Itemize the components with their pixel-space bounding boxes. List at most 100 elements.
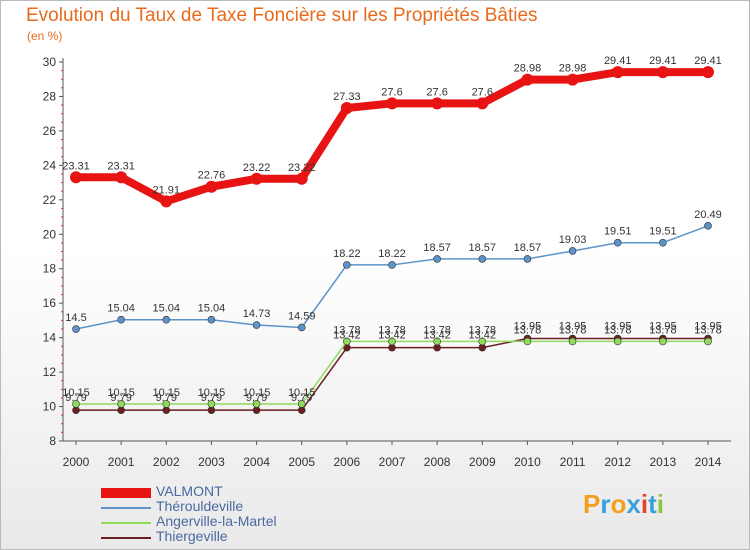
data-label-Thiergeville: 13.42 xyxy=(469,330,497,342)
data-label-Angerville-la-Martel: 13.78 xyxy=(604,324,632,336)
data-label-Thérouldeville: 19.51 xyxy=(604,226,632,238)
data-label-Thiergeville: 13.42 xyxy=(378,330,406,342)
data-point-Thérouldeville xyxy=(388,261,396,269)
data-label-Angerville-la-Martel: 13.78 xyxy=(469,324,497,336)
data-label-VALMONT: 28.98 xyxy=(514,63,542,75)
data-label-Angerville-la-Martel: 10.15 xyxy=(153,387,181,399)
data-label-Angerville-la-Martel: 13.78 xyxy=(694,324,722,336)
data-point-VALMONT xyxy=(656,66,669,79)
y-tick-label: 30 xyxy=(43,55,57,69)
data-label-Thiergeville: 13.95 xyxy=(694,320,722,332)
y-tick-label: 8 xyxy=(49,434,56,448)
y-tick-label: 18 xyxy=(43,262,57,276)
data-label-Thérouldeville: 18.22 xyxy=(378,248,406,260)
data-label-Thiergeville: 13.42 xyxy=(423,330,451,342)
y-tick-label: 22 xyxy=(43,193,57,207)
data-label-Angerville-la-Martel: 13.78 xyxy=(559,324,587,336)
logo-letter: o xyxy=(610,489,627,519)
data-point-Thérouldeville xyxy=(343,261,351,269)
x-tick-label: 2013 xyxy=(650,455,677,469)
data-point-Angerville-la-Martel xyxy=(388,337,396,346)
data-label-VALMONT: 22.76 xyxy=(198,170,226,182)
legend-label: Thiergeville xyxy=(156,528,228,544)
legend-label: VALMONT xyxy=(156,483,223,499)
data-point-Angerville-la-Martel xyxy=(117,400,125,408)
data-point-Thérouldeville xyxy=(523,255,532,263)
data-label-VALMONT: 27.6 xyxy=(472,86,493,98)
data-label-Thérouldeville: 14.59 xyxy=(288,310,316,322)
data-point-Angerville-la-Martel xyxy=(252,400,261,408)
data-label-Thiergeville: 13.42 xyxy=(333,330,361,342)
data-label-VALMONT: 23.31 xyxy=(62,160,90,172)
data-point-VALMONT xyxy=(70,171,82,184)
x-tick-label: 2004 xyxy=(243,455,270,469)
legend-swatch xyxy=(101,537,151,539)
data-point-Thérouldeville xyxy=(162,315,171,324)
data-label-Thiergeville: 13.95 xyxy=(559,320,587,332)
data-label-Angerville-la-Martel: 10.15 xyxy=(198,387,226,399)
data-point-Thérouldeville xyxy=(117,315,125,324)
data-label-Thérouldeville: 14.5 xyxy=(65,312,86,324)
y-axis-unit: (en %) xyxy=(27,29,63,43)
legend-swatch xyxy=(101,522,151,524)
data-label-Angerville-la-Martel: 13.78 xyxy=(333,324,361,336)
data-label-Thérouldeville: 18.57 xyxy=(469,242,497,254)
data-label-Angerville-la-Martel: 13.78 xyxy=(514,324,542,336)
logo-letter: r xyxy=(600,489,611,519)
data-point-Thérouldeville xyxy=(613,238,622,247)
data-point-Thérouldeville xyxy=(433,255,441,263)
y-tick-label: 16 xyxy=(43,296,57,310)
data-point-Angerville-la-Martel xyxy=(207,400,216,408)
data-point-Angerville-la-Martel xyxy=(433,337,441,346)
x-tick-label: 2014 xyxy=(695,455,722,469)
data-point-Angerville-la-Martel xyxy=(478,337,487,346)
data-label-Angerville-la-Martel: 10.15 xyxy=(243,387,271,399)
data-point-Thérouldeville xyxy=(252,321,261,329)
logo-letter: i xyxy=(640,489,649,519)
y-tick-label: 26 xyxy=(43,124,57,138)
x-tick-label: 2012 xyxy=(604,455,631,469)
data-point-Thérouldeville xyxy=(297,323,306,332)
data-label-Thiergeville: 9.79 xyxy=(291,392,312,404)
data-point-VALMONT xyxy=(115,171,128,184)
x-tick-label: 2011 xyxy=(560,455,586,469)
data-label-Angerville-la-Martel: 10.15 xyxy=(288,387,316,399)
data-point-Angerville-la-Martel xyxy=(613,337,622,346)
data-point-Angerville-la-Martel xyxy=(523,337,532,346)
data-point-Thérouldeville xyxy=(478,255,487,263)
x-tick-label: 2007 xyxy=(379,455,406,469)
x-tick-label: 2003 xyxy=(198,455,225,469)
data-label-Angerville-la-Martel: 13.78 xyxy=(378,324,406,336)
data-label-VALMONT: 29.41 xyxy=(694,55,722,67)
legend-swatch xyxy=(101,507,151,509)
data-label-Thérouldeville: 18.57 xyxy=(423,242,451,254)
data-label-Thiergeville: 9.79 xyxy=(201,392,222,404)
logo-letter: P xyxy=(583,489,601,519)
legend-label: Thérouldeville xyxy=(156,498,244,514)
data-point-VALMONT xyxy=(702,66,714,79)
data-point-VALMONT xyxy=(205,180,218,193)
y-tick-label: 28 xyxy=(43,89,57,103)
logo-letter: i xyxy=(656,489,664,519)
data-point-VALMONT xyxy=(295,172,308,185)
data-label-Angerville-la-Martel: 13.78 xyxy=(423,324,451,336)
data-label-Thiergeville: 9.79 xyxy=(246,392,267,404)
chart-axes: 8 10 12 14 16 18 20 22 24 26 28 30 2000 2001 2002 2003 2… xyxy=(43,55,731,469)
y-tick-label: 24 xyxy=(43,158,57,172)
data-point-Angerville-la-Martel xyxy=(162,400,171,408)
x-tick-label: 2000 xyxy=(63,455,90,469)
data-label-VALMONT: 29.41 xyxy=(604,55,632,67)
data-label-VALMONT: 23.22 xyxy=(243,162,271,174)
data-label-Angerville-la-Martel: 10.15 xyxy=(107,387,135,399)
data-label-Thiergeville: 13.95 xyxy=(514,320,542,332)
data-label-Thérouldeville: 18.22 xyxy=(333,248,361,260)
data-label-Thiergeville: 9.79 xyxy=(65,392,86,404)
data-point-VALMONT xyxy=(250,172,263,185)
data-point-Thérouldeville xyxy=(568,247,577,255)
x-tick-label: 2005 xyxy=(288,455,315,469)
x-tick-label: 2006 xyxy=(334,455,361,469)
data-label-Thérouldeville: 15.04 xyxy=(153,303,181,315)
y-tick-label: 14 xyxy=(43,331,57,345)
